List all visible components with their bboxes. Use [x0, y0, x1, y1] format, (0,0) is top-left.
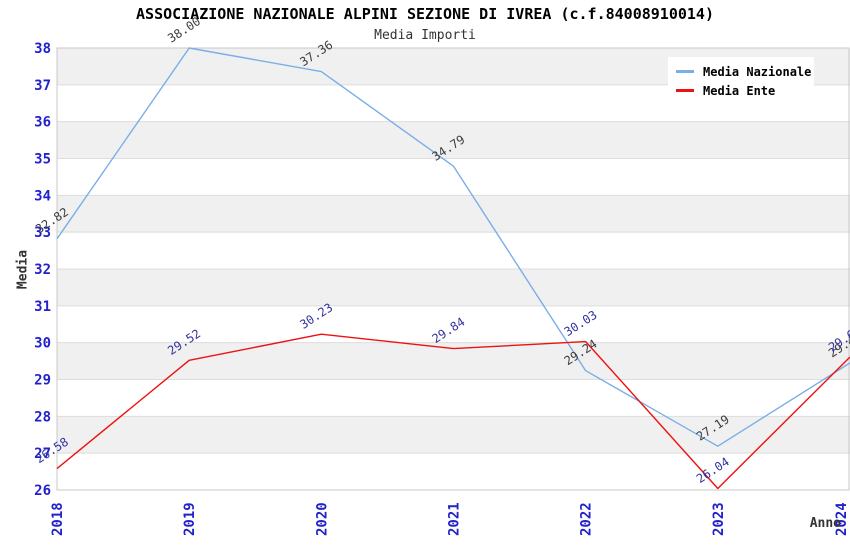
x-tick-label: 2018: [50, 502, 66, 536]
y-tick-label: 31: [34, 299, 51, 315]
legend-item-media-nazionale: Media Nazionale: [676, 62, 814, 81]
plot-border: [56, 47, 850, 491]
grid-band: [57, 269, 850, 306]
y-tick-label: 37: [34, 78, 51, 94]
chart-subtitle: Media Importi: [374, 28, 476, 43]
x-tick-label: 2022: [579, 502, 595, 536]
y-tick-label: 33: [34, 225, 51, 241]
y-tick-label: 35: [34, 152, 51, 168]
y-tick-label: 26: [34, 483, 51, 499]
y-tick-label: 34: [34, 188, 51, 204]
series-line-0: [56, 47, 850, 447]
series-line-1: [56, 333, 850, 490]
x-tick-label: 2020: [314, 502, 330, 536]
y-tick-label: 29: [34, 373, 51, 389]
x-tick-label: 2021: [447, 502, 463, 536]
y-tick-label: 27: [34, 446, 51, 462]
x-axis-title: Anno: [809, 516, 841, 531]
grid-band: [57, 416, 850, 454]
legend: Media Nazionale Media Ente: [668, 57, 814, 105]
y-tick-label: 36: [34, 115, 51, 131]
y-tick-label: 38: [34, 41, 51, 57]
y-tick-label: 32: [34, 262, 51, 278]
legend-swatch-media-nazionale-icon: [676, 70, 694, 73]
x-tick-label: 2023: [711, 502, 727, 536]
x-tick-label: 2024: [834, 502, 850, 536]
legend-label-media-nazionale: Media Nazionale: [703, 64, 812, 79]
x-tick-label: 2019: [182, 502, 198, 536]
y-axis-title: Media: [15, 249, 31, 290]
legend-label-media-ente: Media Ente: [703, 83, 776, 98]
grid-band: [57, 121, 850, 159]
y-tick-label: 28: [34, 409, 51, 425]
legend-item-media-ente: Media Ente: [676, 81, 814, 100]
legend-swatch-media-ente-icon: [676, 89, 694, 92]
page-title: ASSOCIAZIONE NAZIONALE ALPINI SEZIONE DI…: [136, 5, 714, 23]
grid-band: [57, 195, 850, 233]
y-tick-label: 30: [34, 336, 51, 352]
